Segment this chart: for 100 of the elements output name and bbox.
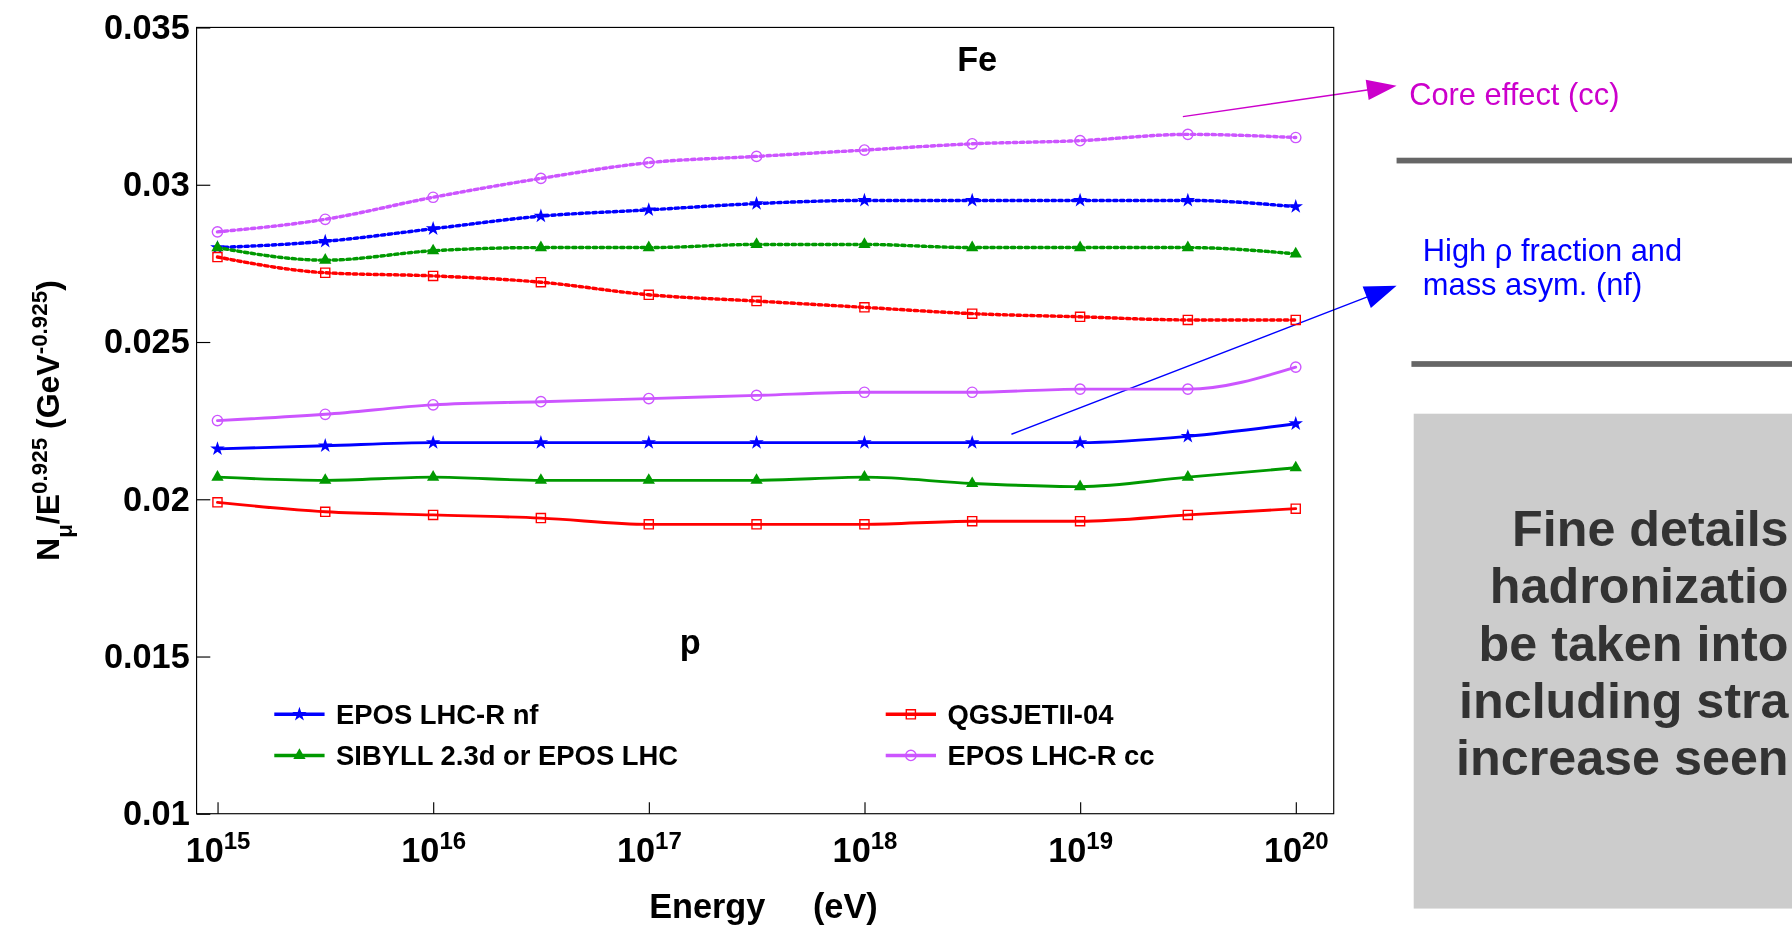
y-tick-label: 0.035 xyxy=(103,7,190,46)
x-tick-label: 10$^{17}$ xyxy=(616,826,682,869)
point xyxy=(210,441,225,456)
x-tick-label: 10$^{16}$ xyxy=(401,826,467,869)
point xyxy=(857,434,872,449)
point xyxy=(750,473,763,484)
point xyxy=(641,202,657,217)
point xyxy=(1180,428,1196,443)
point xyxy=(1289,131,1302,144)
point xyxy=(641,434,657,449)
point xyxy=(1074,134,1086,147)
point xyxy=(858,144,871,156)
legend-label: EPOS LHC-R cc xyxy=(947,740,1155,772)
point xyxy=(1074,383,1086,395)
point xyxy=(643,289,655,301)
point xyxy=(425,221,441,235)
point xyxy=(1074,515,1086,527)
point xyxy=(751,295,762,307)
annotation: p xyxy=(679,622,701,661)
point xyxy=(319,408,332,421)
point xyxy=(319,213,332,226)
point xyxy=(1290,503,1301,514)
point xyxy=(533,208,549,223)
point xyxy=(427,399,439,411)
point xyxy=(642,240,655,252)
point xyxy=(966,308,978,319)
point xyxy=(534,240,548,252)
point xyxy=(319,267,331,279)
point xyxy=(317,233,333,248)
point xyxy=(1289,460,1302,472)
text: Fine details hadronizatio be taken into including stra increase seen xyxy=(1456,500,1790,786)
point xyxy=(426,470,440,481)
point xyxy=(319,253,332,264)
point xyxy=(966,476,979,488)
point xyxy=(966,515,978,527)
point xyxy=(535,395,547,408)
point xyxy=(319,506,331,518)
legend-label: SIBYLL 2.3d or EPOS LHC xyxy=(336,740,679,772)
point xyxy=(858,386,871,399)
point xyxy=(1180,192,1196,207)
x-axis-title: Energy (eV) xyxy=(649,886,878,925)
point xyxy=(642,473,655,484)
point xyxy=(966,137,979,150)
annotation: Fe xyxy=(957,39,998,78)
point xyxy=(964,192,980,207)
point xyxy=(966,240,979,252)
point xyxy=(211,414,224,427)
point xyxy=(1181,470,1194,481)
point xyxy=(1290,314,1301,326)
point xyxy=(1074,311,1086,323)
point xyxy=(859,519,870,530)
point xyxy=(858,470,871,481)
point xyxy=(751,519,762,530)
point xyxy=(533,434,549,449)
point xyxy=(642,392,655,405)
point xyxy=(1288,416,1303,430)
x-tick-label: 10$^{19}$ xyxy=(1048,826,1114,869)
text: High ρ fraction and mass asym. (nf) xyxy=(1422,232,1683,302)
point xyxy=(857,192,872,207)
point xyxy=(427,270,439,282)
point xyxy=(426,243,440,255)
point xyxy=(750,237,763,248)
legend-label: QGSJETII-04 xyxy=(947,698,1115,730)
text: Core effect (cc) xyxy=(1409,77,1620,113)
point xyxy=(1072,434,1088,449)
x-tick-label: 10$^{20}$ xyxy=(1263,826,1329,869)
point xyxy=(534,473,548,484)
point xyxy=(859,302,870,313)
point xyxy=(749,195,764,210)
y-tick-label: 0.025 xyxy=(103,322,190,361)
point xyxy=(425,434,441,449)
point xyxy=(1182,383,1194,395)
point xyxy=(1073,240,1087,252)
point xyxy=(643,519,655,530)
point xyxy=(966,386,979,399)
point xyxy=(1073,479,1087,491)
point xyxy=(642,156,655,169)
point xyxy=(750,150,763,163)
y-tick-label: 0.03 xyxy=(123,165,190,204)
point xyxy=(211,226,224,238)
point xyxy=(858,237,871,248)
point xyxy=(1289,246,1302,258)
point xyxy=(750,389,763,402)
y-tick-label: 0.02 xyxy=(123,479,190,518)
point xyxy=(427,509,439,521)
point xyxy=(1289,361,1302,373)
y-tick-label: 0.015 xyxy=(103,637,190,675)
point xyxy=(749,434,764,449)
point xyxy=(1182,314,1194,326)
point xyxy=(1288,199,1303,213)
point xyxy=(427,191,439,204)
point xyxy=(317,438,333,452)
point xyxy=(1182,128,1194,141)
point xyxy=(1072,192,1088,207)
point xyxy=(212,497,223,508)
x-tick-label: 10$^{18}$ xyxy=(832,826,898,869)
point xyxy=(535,276,547,288)
point xyxy=(535,172,547,185)
legend-label: EPOS LHC-R nf xyxy=(336,698,540,730)
point xyxy=(535,512,547,524)
